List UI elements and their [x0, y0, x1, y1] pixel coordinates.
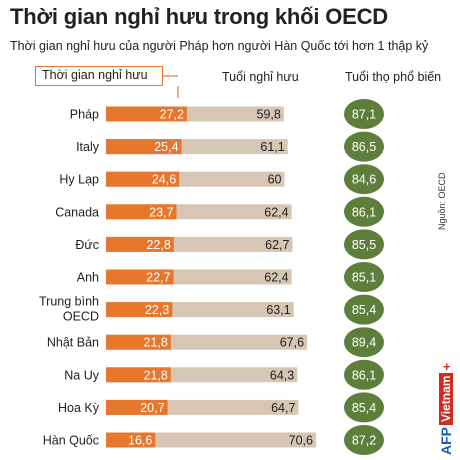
- retire-age-label: 59,8: [257, 108, 281, 122]
- retire-age-bar: [106, 432, 316, 448]
- retire-years-bar: [106, 269, 174, 285]
- chart-subtitle: Thời gian nghỉ hưu của người Pháp hơn ng…: [10, 39, 429, 53]
- logo-afp: AFP: [438, 427, 454, 455]
- retire-years-bar: [106, 302, 173, 318]
- category-label: Canada: [55, 205, 99, 219]
- life-expectancy-circle: [344, 262, 384, 292]
- category-label: Hy Lạp: [59, 173, 99, 187]
- retire-years-label: 21,8: [144, 336, 168, 350]
- legend-retire-years: Thời gian nghỉ hưu: [35, 66, 163, 86]
- retire-years-label: 20,7: [140, 401, 164, 415]
- retire-age-label: 62,4: [264, 205, 288, 219]
- chart-title: Thời gian nghỉ hưu trong khối OECD: [10, 4, 388, 29]
- retire-years-bar: [106, 106, 187, 122]
- life-expectancy-circle: [344, 229, 384, 260]
- logo-brand: Vietnam: [439, 372, 453, 425]
- retire-years-label: 22,3: [145, 303, 169, 317]
- retire-age-label: 70,6: [289, 434, 313, 448]
- category-label: Pháp: [70, 108, 99, 122]
- life-expectancy-label: 85,4: [352, 303, 376, 317]
- retire-age-label: 61,1: [260, 140, 284, 154]
- category-label: Italy: [76, 140, 100, 154]
- life-expectancy-circle: [344, 327, 384, 358]
- life-expectancy-circle: [344, 425, 384, 455]
- category-label: Trung bình OECD: [39, 295, 99, 324]
- life-expectancy-circle: [344, 359, 384, 390]
- retire-age-label: 64,7: [271, 401, 295, 415]
- category-label: Hoa Kỳ: [58, 401, 100, 415]
- retire-years-bar: [106, 399, 168, 415]
- retire-age-label: 60: [268, 173, 282, 187]
- life-expectancy-label: 85,1: [352, 271, 376, 285]
- header-life-expectancy: Tuổi thọ phổ biến: [345, 70, 442, 84]
- retire-years-bar: [106, 432, 156, 448]
- retire-age-label: 62,4: [264, 271, 288, 285]
- retire-years-bar: [106, 236, 174, 252]
- retire-age-label: 63,1: [266, 303, 290, 317]
- retire-years-label: 21,8: [144, 368, 168, 382]
- life-expectancy-circle: [344, 392, 384, 423]
- life-expectancy-circle: [344, 294, 384, 325]
- retire-years-bar: [106, 139, 182, 155]
- life-expectancy-label: 86,5: [352, 140, 376, 154]
- life-expectancy-label: 86,1: [352, 205, 376, 219]
- retire-age-label: 67,6: [280, 336, 304, 350]
- life-expectancy-label: 85,4: [352, 401, 376, 415]
- logo-plus: +: [438, 362, 454, 371]
- afp-vietnam-logo: AFP Vietnam +: [438, 363, 454, 455]
- category-label: Na Uy: [64, 368, 99, 382]
- life-expectancy-circle: [344, 196, 384, 227]
- life-expectancy-circle: [344, 164, 384, 195]
- retire-years-label: 27,2: [160, 108, 184, 122]
- life-expectancy-circle: [344, 99, 384, 129]
- retire-years-bar: [106, 367, 171, 383]
- retire-years-bar: [106, 204, 177, 220]
- retire-years-label: 16,6: [128, 434, 152, 448]
- retire-years-label: 22,7: [146, 271, 170, 285]
- retire-years-label: 25,4: [154, 140, 178, 154]
- life-expectancy-label: 86,1: [352, 368, 376, 382]
- category-label: Anh: [77, 271, 99, 285]
- life-expectancy-circle: [344, 131, 384, 162]
- retire-years-label: 23,7: [149, 205, 173, 219]
- retire-years-label: 24,6: [152, 173, 176, 187]
- category-label: Nhật Bản: [47, 336, 99, 350]
- retire-years-bar: [106, 171, 180, 187]
- life-expectancy-label: 87,2: [352, 434, 376, 448]
- retire-age-label: 64,3: [270, 368, 294, 382]
- life-expectancy-label: 84,6: [352, 173, 376, 187]
- header-retire-age: Tuổi nghỉ hưu: [222, 70, 299, 84]
- retire-years-label: 22,8: [146, 238, 170, 252]
- retire-years-bar: [106, 334, 171, 350]
- source-note: Nguồn: OECD: [437, 172, 447, 230]
- life-expectancy-label: 87,1: [352, 108, 376, 122]
- retire-age-label: 62,7: [265, 238, 289, 252]
- category-label: Đức: [75, 238, 99, 252]
- life-expectancy-label: 89,4: [352, 336, 376, 350]
- life-expectancy-label: 85,5: [352, 238, 376, 252]
- category-label: Hàn Quốc: [43, 434, 99, 448]
